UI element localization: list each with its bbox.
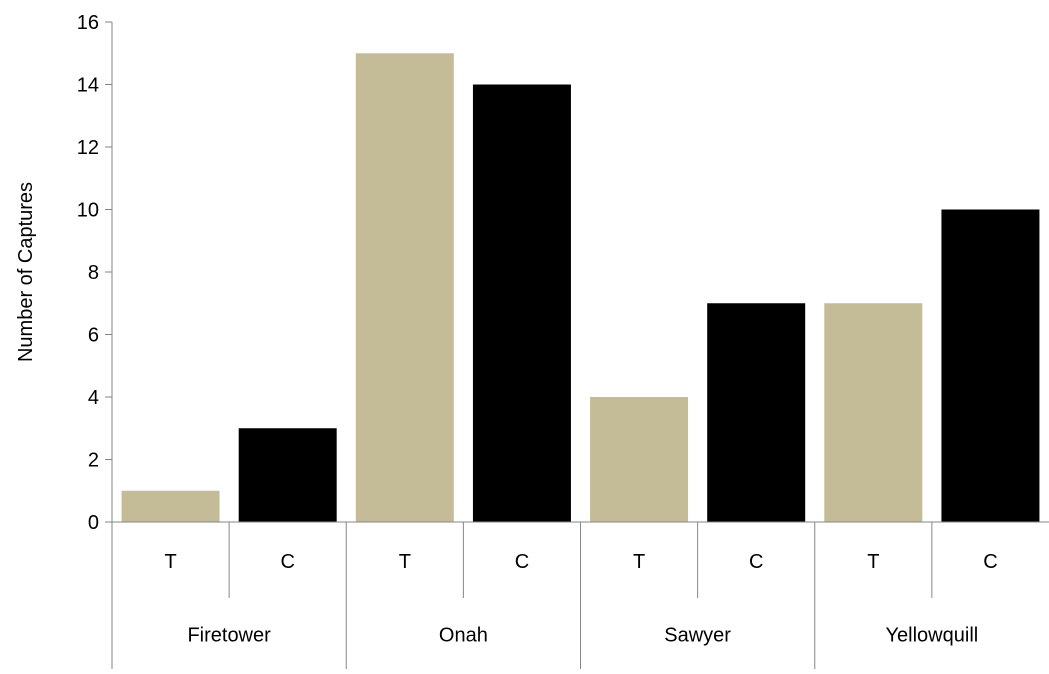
bar-sawyer-t	[590, 397, 689, 522]
x-category-label: C	[515, 551, 529, 573]
y-tick-label: 10	[77, 200, 99, 222]
y-tick-label: 12	[77, 137, 99, 159]
bar-onah-t	[355, 53, 454, 522]
y-tick-label: 8	[88, 262, 99, 284]
bar-yellowquill-c	[941, 209, 1040, 522]
x-category-label: T	[633, 551, 645, 573]
bar-sawyer-c	[707, 303, 806, 522]
x-group-label: Sawyer	[664, 625, 731, 647]
x-category-label: C	[280, 551, 294, 573]
bar-yellowquill-t	[824, 303, 923, 522]
y-tick-label: 14	[77, 75, 99, 97]
x-category-label: C	[983, 551, 997, 573]
bar-firetower-c	[238, 428, 337, 522]
y-tick-label: 16	[77, 12, 99, 34]
x-category-label: C	[749, 551, 763, 573]
x-category-label: T	[164, 551, 176, 573]
y-axis-title: Number of Captures	[15, 182, 37, 362]
x-group-label: Yellowquill	[886, 625, 979, 647]
x-group-label: Firetower	[187, 625, 271, 647]
x-axis: T C T C T C T C Firetower Onah Sawyer Yellowquill	[111, 521, 1049, 669]
y-tick-label: 4	[88, 387, 99, 409]
bars	[121, 53, 1040, 522]
bar-firetower-t	[121, 490, 220, 522]
y-axis: 0 2 4 6 8 10 12 14 16	[77, 12, 113, 534]
y-tick-label: 6	[88, 325, 99, 347]
x-category-label: T	[399, 551, 411, 573]
y-tick-label: 0	[88, 512, 99, 534]
x-category-label: T	[867, 551, 879, 573]
x-group-label: Onah	[439, 625, 488, 647]
bar-onah-c	[472, 84, 571, 522]
y-tick-label: 2	[88, 450, 99, 472]
